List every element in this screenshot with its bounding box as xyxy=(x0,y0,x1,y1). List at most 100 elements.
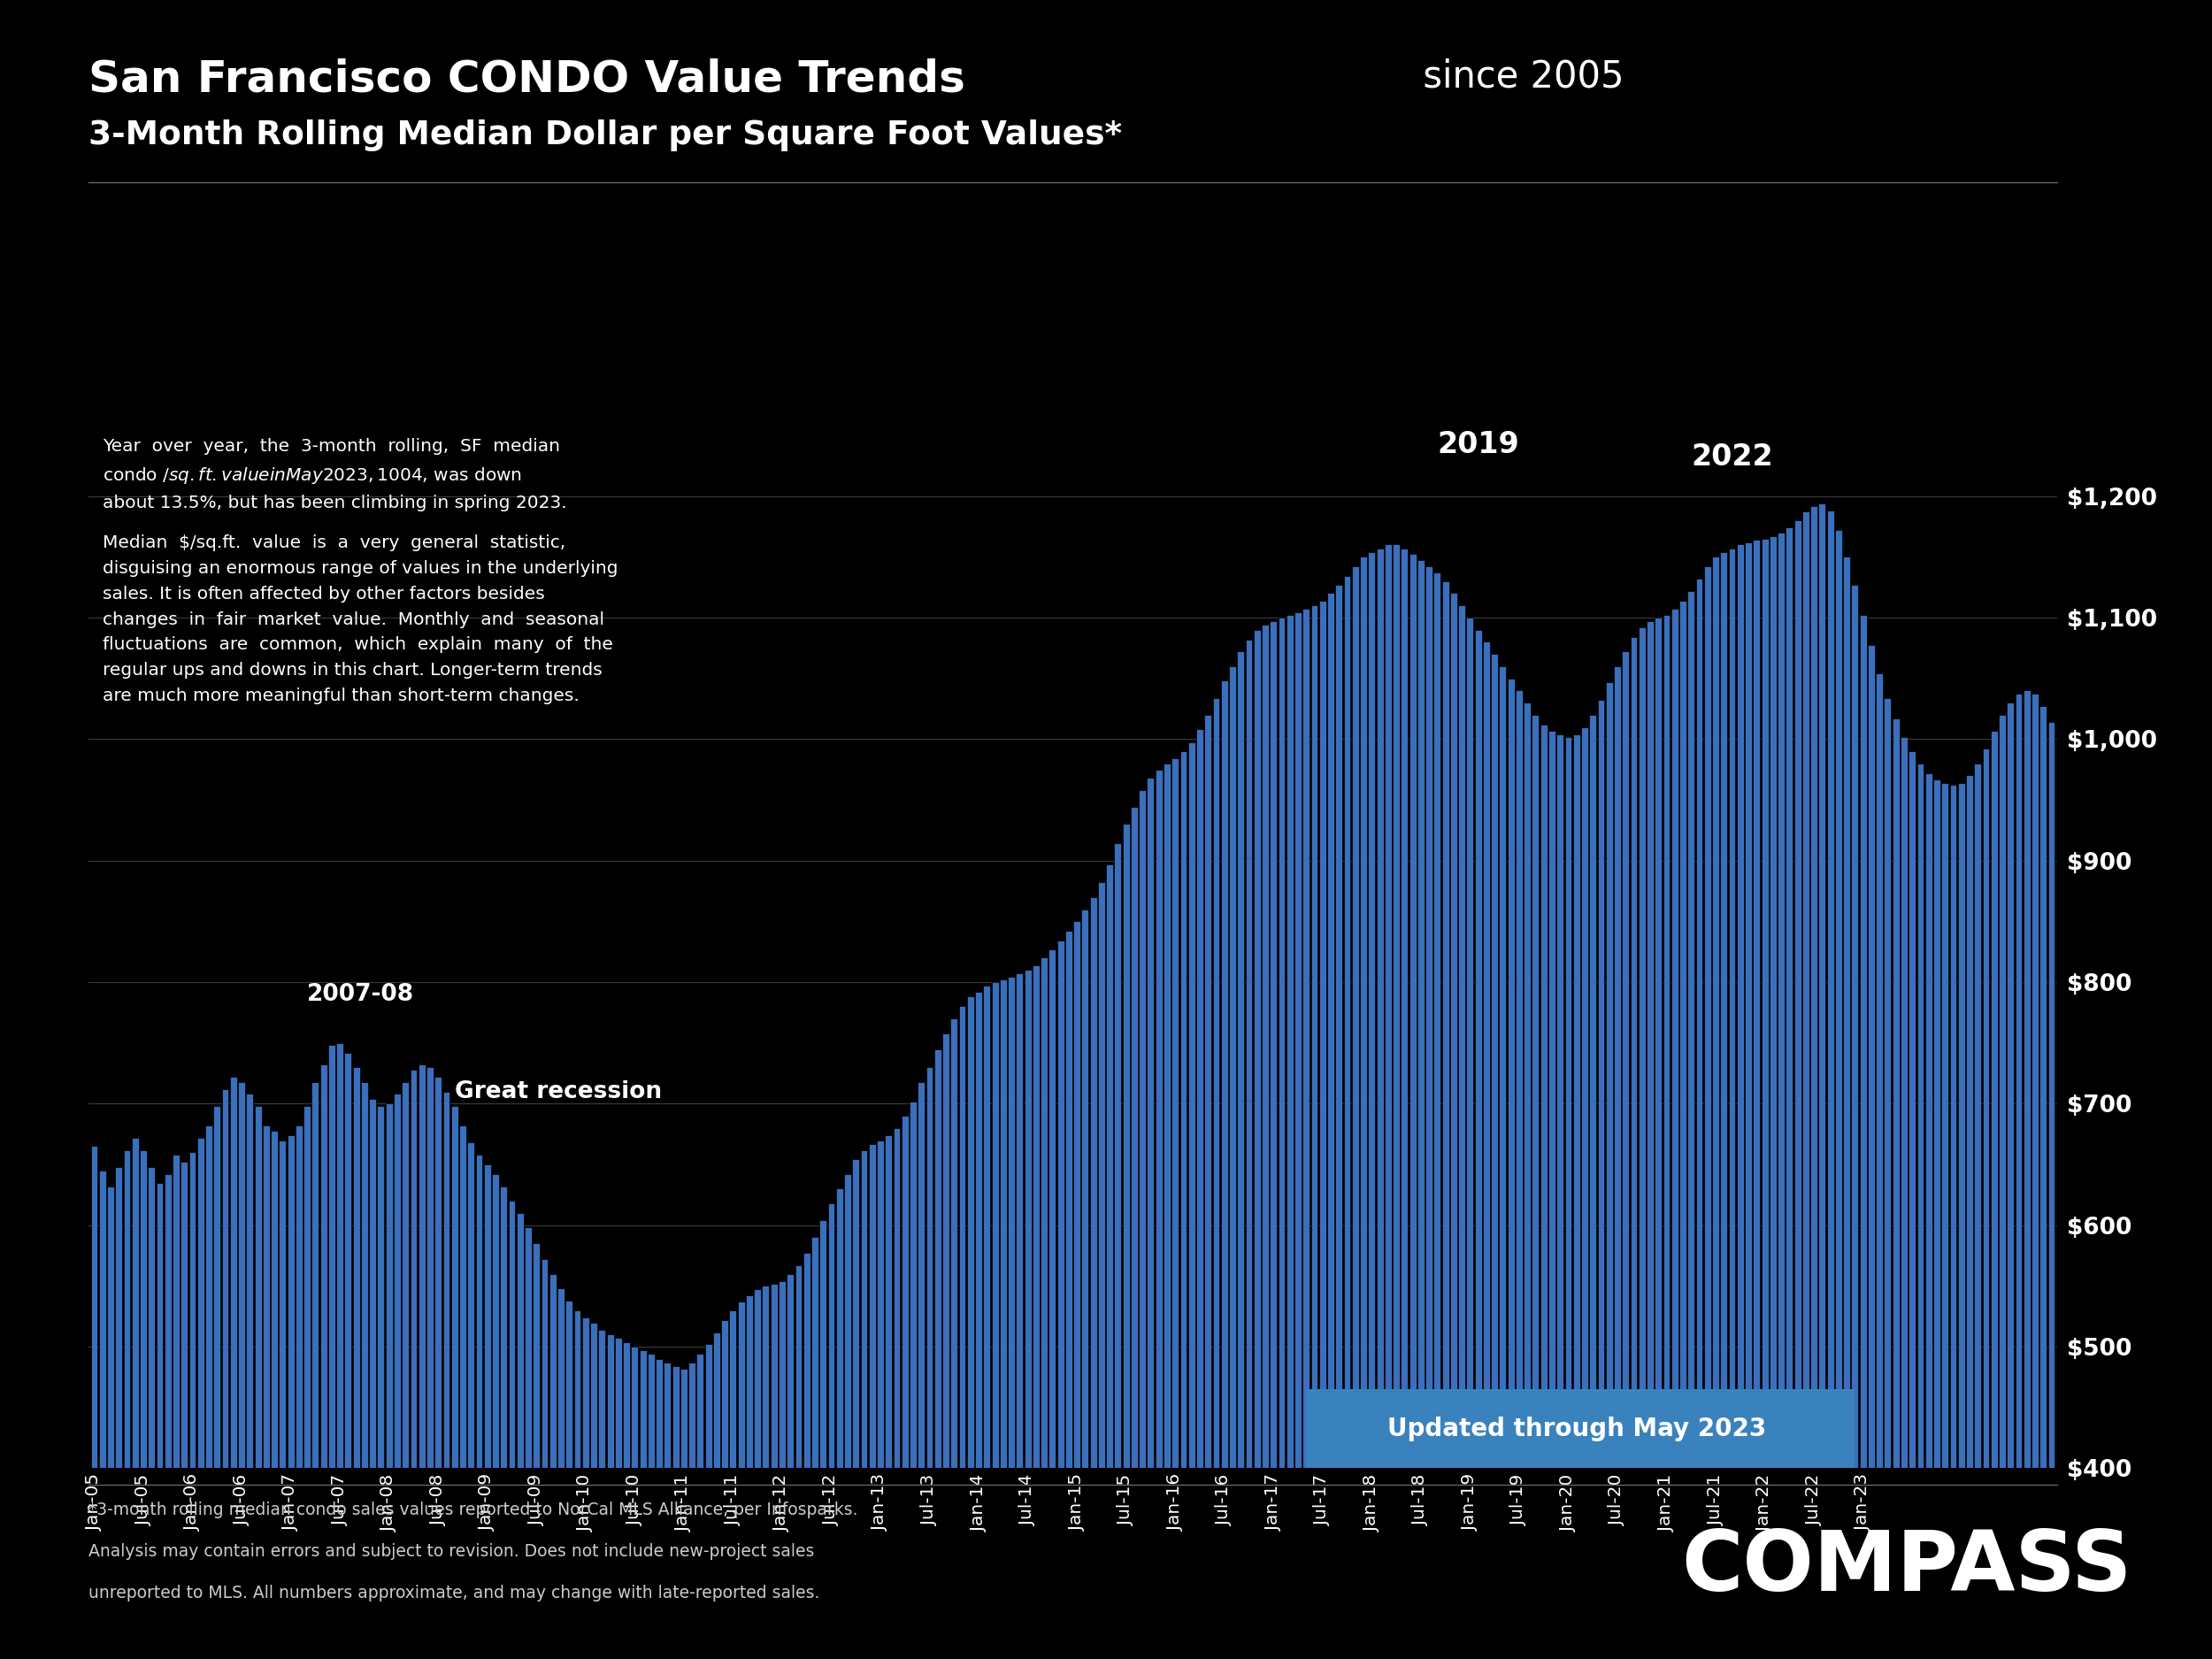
Bar xyxy=(770,1284,776,1659)
Bar xyxy=(664,1362,670,1659)
Bar xyxy=(1369,552,1376,1659)
Bar xyxy=(1024,971,1031,1659)
Bar xyxy=(418,1065,425,1659)
Bar xyxy=(533,1243,540,1659)
Bar xyxy=(427,1067,434,1659)
Bar xyxy=(385,1103,392,1659)
Bar xyxy=(1245,639,1252,1659)
Bar xyxy=(918,1082,925,1659)
Bar xyxy=(100,1171,106,1659)
Bar xyxy=(1312,606,1318,1659)
Bar xyxy=(1582,727,1588,1659)
Bar xyxy=(1294,612,1301,1659)
Bar xyxy=(518,1213,524,1659)
Bar xyxy=(524,1228,531,1659)
Bar xyxy=(1033,966,1040,1659)
Bar xyxy=(1212,698,1219,1659)
Bar xyxy=(254,1107,261,1659)
Bar xyxy=(139,1150,146,1659)
Text: Great recession: Great recession xyxy=(453,1080,661,1103)
Bar xyxy=(1458,606,1464,1659)
Bar xyxy=(509,1201,515,1659)
Bar xyxy=(164,1175,170,1659)
Bar xyxy=(1736,544,1743,1659)
Text: Updated through May 2023: Updated through May 2023 xyxy=(1387,1417,1765,1442)
Bar xyxy=(1982,748,1989,1659)
Bar xyxy=(1885,698,1891,1659)
Bar xyxy=(1451,594,1458,1659)
Bar xyxy=(812,1238,818,1659)
Bar xyxy=(599,1329,606,1659)
Bar xyxy=(582,1317,588,1659)
Bar xyxy=(1991,730,1997,1659)
Bar xyxy=(1615,667,1621,1659)
Bar xyxy=(124,1150,131,1659)
Bar xyxy=(1672,609,1679,1659)
Bar xyxy=(1818,503,1825,1659)
Bar xyxy=(754,1289,761,1659)
Bar xyxy=(745,1296,752,1659)
Bar xyxy=(1336,584,1343,1659)
Bar xyxy=(1557,735,1564,1659)
Bar xyxy=(1754,539,1761,1659)
Bar xyxy=(894,1128,900,1659)
Bar xyxy=(500,1186,507,1659)
Bar xyxy=(1663,615,1670,1659)
Bar xyxy=(181,1161,188,1659)
Bar xyxy=(706,1344,712,1659)
Bar xyxy=(1360,557,1367,1659)
Bar xyxy=(484,1165,491,1659)
Bar xyxy=(1303,609,1310,1659)
Bar xyxy=(688,1362,695,1659)
Bar xyxy=(967,997,973,1659)
Bar xyxy=(869,1143,876,1659)
Bar xyxy=(1425,566,1433,1659)
Bar xyxy=(1548,730,1555,1659)
Bar xyxy=(2031,693,2039,1659)
Bar xyxy=(296,1125,303,1659)
Bar xyxy=(1097,883,1106,1659)
Bar xyxy=(975,992,982,1659)
Bar xyxy=(1164,763,1170,1659)
Bar xyxy=(648,1354,655,1659)
Bar xyxy=(197,1138,204,1659)
Bar xyxy=(566,1301,573,1659)
Bar xyxy=(1942,783,1949,1659)
Bar xyxy=(984,985,991,1659)
Bar xyxy=(1155,770,1161,1659)
Bar xyxy=(821,1221,827,1659)
Bar xyxy=(542,1259,549,1659)
Bar xyxy=(1057,941,1064,1659)
Bar xyxy=(1073,921,1079,1659)
Text: Year  over  year,  the  3-month  rolling,  SF  median
condo $/sq.ft. value in Ma: Year over year, the 3-month rolling, SF … xyxy=(102,438,566,511)
Bar xyxy=(1540,725,1546,1659)
Text: Analysis may contain errors and subject to revision. Does not include new-projec: Analysis may contain errors and subject … xyxy=(88,1543,814,1559)
Bar xyxy=(1590,715,1597,1659)
Bar xyxy=(909,1102,916,1659)
Bar xyxy=(1491,654,1498,1659)
Bar xyxy=(133,1138,139,1659)
Bar xyxy=(1442,581,1449,1659)
FancyBboxPatch shape xyxy=(1307,1389,1856,1468)
Bar xyxy=(1924,773,1931,1659)
Bar xyxy=(451,1107,458,1659)
Bar xyxy=(1728,547,1736,1659)
Bar xyxy=(263,1125,270,1659)
Bar xyxy=(1376,547,1382,1659)
Bar xyxy=(1482,642,1491,1659)
Bar xyxy=(1761,539,1767,1659)
Bar xyxy=(1949,785,1958,1659)
Bar xyxy=(860,1150,867,1659)
Bar xyxy=(845,1175,852,1659)
Bar xyxy=(1606,682,1613,1659)
Bar xyxy=(1327,594,1334,1659)
Bar xyxy=(942,1034,949,1659)
Bar xyxy=(1500,667,1506,1659)
Bar xyxy=(1597,700,1604,1659)
Bar xyxy=(1703,566,1710,1659)
Bar xyxy=(491,1175,500,1659)
Bar xyxy=(1876,674,1882,1659)
Bar xyxy=(173,1155,179,1659)
Bar xyxy=(1827,511,1834,1659)
Bar xyxy=(148,1166,155,1659)
